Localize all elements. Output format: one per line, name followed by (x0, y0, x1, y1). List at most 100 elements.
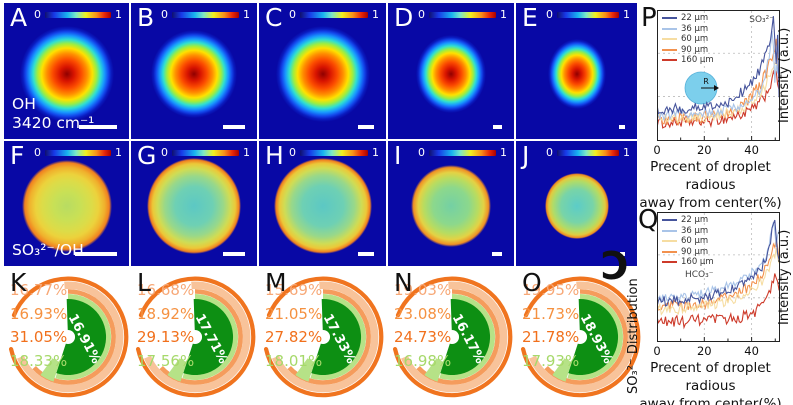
pie-value-list: 19.95% 21.73% 21.78% 17.93% (522, 279, 579, 373)
panel-sublabels: SO₃²⁻/OH (12, 241, 84, 260)
scale-bar (223, 125, 245, 129)
colorbar-min-label: 0 (289, 8, 296, 21)
legend-line-swatch (662, 38, 677, 41)
x-axis-label-line1: Precent of droplet radious (650, 159, 771, 193)
colorbar-gradient (45, 11, 111, 18)
panel-letter: G (137, 141, 157, 170)
scale-bar (620, 252, 625, 256)
legend: 22 μm 36 μm 60 μm 90 μm 160 μm (662, 215, 714, 268)
legend-item: 160 μm (662, 257, 714, 268)
panel-letter: M (265, 268, 287, 297)
pie-side-value: 21.73% (522, 304, 580, 323)
panel-sublabel: 3420 cm⁻¹ (12, 114, 95, 132)
colorbar-max-label: 1 (243, 146, 250, 159)
pie-row-axis-label: SO₃²⁻ Distribution (626, 278, 641, 395)
line-plot: R 22 μm 36 μm 60 μm 90 μm 160 μm SO₃²⁻ (657, 10, 780, 141)
droplet-heatmap (151, 29, 237, 118)
colorbar-gradient (557, 11, 619, 18)
colorbar-gradient (45, 149, 111, 156)
x-axis-label: Precent of droplet radious away from cen… (626, 359, 793, 405)
donut-chart (520, 276, 641, 398)
donut-chart (8, 276, 129, 398)
image-panel-A: A 0 1 OH 3420 cm⁻¹ (4, 3, 129, 139)
pie-side-value: 19.95% (522, 281, 580, 299)
pie-side-value: 27.82% (265, 328, 323, 346)
image-panel-I: I 0 1 (388, 141, 514, 266)
colorbar: 0 1 (546, 147, 630, 158)
image-panel-B: B 0 1 (131, 3, 257, 139)
image-panel-J: J 0 1 (516, 141, 637, 266)
colorbar: 0 1 (34, 147, 122, 158)
colorbar-max-label: 1 (623, 8, 630, 21)
scale-bar (358, 252, 374, 256)
pie-side-value: 15.69% (265, 281, 323, 299)
x-axis-label-line2: away from center(%) (639, 396, 782, 405)
plot-canvas (657, 212, 780, 342)
colorbar: 0 1 (161, 147, 250, 158)
colorbar-gradient (300, 11, 368, 18)
droplet-heatmap (411, 165, 491, 247)
pie-value-list: 19.03% 23.08% 24.73% 16.98% (394, 279, 451, 373)
legend-line-swatch (662, 27, 677, 30)
scale-bar (493, 125, 502, 129)
species-label: HCO₃⁻ (685, 270, 714, 280)
panel-letter: Q (638, 205, 659, 235)
svg-text:R: R (703, 77, 709, 86)
pie-value-list: 16.77% 16.93% 31.05% 18.33% (10, 279, 67, 373)
panel-letter: L (137, 268, 151, 297)
droplet-heatmap (275, 25, 370, 122)
image-panel-H: H 0 1 (259, 141, 386, 266)
x-tick: 20 (696, 344, 712, 358)
image-panel-E: E 0 1 (516, 3, 637, 139)
pie-panel-M: 15.69% 21.05% 27.82% 18.01% 17.33% M (259, 268, 386, 405)
pie-side-value: 23.08% (394, 304, 452, 323)
droplet-heatmap (416, 34, 486, 113)
colorbar-max-label: 1 (372, 146, 379, 159)
donut-chart (392, 276, 513, 398)
legend-line-swatch (662, 240, 677, 243)
pie-side-value: 19.03% (394, 281, 452, 299)
panel-letter: I (394, 141, 402, 170)
legend-label: 60 μm (681, 236, 709, 246)
droplet-heatmap (21, 160, 112, 252)
image-panel-G: G 0 1 (131, 141, 257, 266)
panel-sublabel: OH (12, 95, 36, 113)
legend-label: 22 μm (681, 13, 709, 23)
legend-item: 22 μm (662, 13, 714, 24)
colorbar: 0 1 (34, 9, 122, 20)
legend-item: 22 μm (662, 215, 714, 226)
pie-side-value: 18.92% (137, 304, 195, 323)
panel-letter: E (522, 3, 538, 32)
colorbar-min-label: 0 (161, 8, 168, 21)
scale-bar (75, 252, 117, 256)
droplet-heatmap (273, 158, 372, 254)
scale-bar (223, 252, 245, 256)
x-tick: 20 (696, 143, 712, 157)
colorbar: 0 1 (546, 9, 630, 20)
legend-label: 90 μm (681, 246, 709, 257)
droplet-heatmap (147, 158, 241, 254)
colorbar: 0 1 (289, 147, 379, 158)
image-panel-C: C 0 1 (259, 3, 386, 139)
panel-letter: H (265, 141, 284, 170)
legend-item: 160 μm (662, 55, 714, 66)
pie-side-value: 18.33% (10, 351, 68, 370)
pie-side-value: 17.56% (137, 351, 195, 370)
colorbar: 0 1 (289, 9, 379, 20)
droplet-heatmap (19, 25, 114, 122)
droplet-heatmap (547, 38, 606, 109)
legend-label: 22 μm (681, 215, 709, 225)
scale-bar (358, 125, 374, 129)
pie-side-value: 21.05% (265, 304, 323, 323)
image-panel-D: D 0 1 (388, 3, 514, 139)
pie-panel-L: 16.68% 18.92% 29.13% 17.56% 17.71% L (131, 268, 257, 405)
legend-item: 60 μm (662, 236, 714, 247)
colorbar: 0 1 (161, 9, 250, 20)
scale-bar (619, 125, 625, 129)
colorbar-min-label: 0 (418, 8, 425, 21)
colorbar-gradient (172, 11, 239, 18)
colorbar-gradient (429, 149, 496, 156)
legend-item: 90 μm (662, 247, 714, 258)
colorbar-min-label: 0 (418, 146, 425, 159)
